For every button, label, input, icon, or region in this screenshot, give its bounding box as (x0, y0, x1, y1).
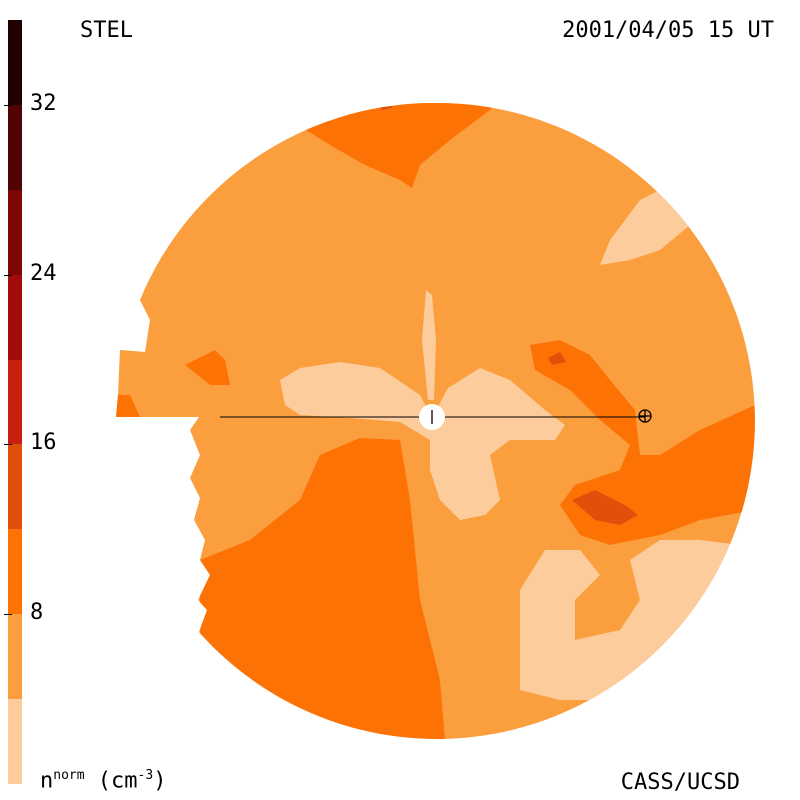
colorbar-segment (8, 444, 22, 530)
sun-icon (419, 404, 445, 430)
colorbar-unit-label: nnorm (cm-3) (40, 768, 167, 794)
region-spike-light (422, 290, 436, 400)
earth-icon (638, 409, 652, 423)
colorbar-segment (8, 104, 22, 190)
colorbar-segment (8, 359, 22, 445)
colorbar-tick-label: 16 (30, 430, 57, 456)
region-hot-east (572, 490, 638, 525)
region-southwest (200, 438, 445, 739)
region-east (530, 340, 755, 545)
colorbar-tick-label: 24 (30, 260, 57, 286)
colorbar-segment (8, 20, 22, 105)
region-northeast-light (600, 190, 690, 265)
colorbar-tick-mark (4, 104, 12, 106)
credit-label: CASS/UCSD (620, 770, 740, 795)
instrument-title: STEL (80, 18, 133, 43)
colorbar-tick-label: 8 (30, 600, 44, 626)
colorbar-segment (8, 189, 22, 275)
colorbar-tick-mark (4, 614, 12, 616)
colorbar-tick-mark (4, 274, 12, 276)
colorbar-tick-label: 32 (30, 90, 57, 116)
region-hot-northeast (548, 352, 566, 365)
region-center-light (280, 362, 565, 520)
colorbar (8, 20, 22, 784)
colorbar-segment (8, 274, 22, 360)
colorbar-segment (8, 529, 22, 615)
region-west-edge (116, 395, 140, 417)
region-west-small (185, 350, 230, 385)
timestamp-title: 2001/04/05 15 UT (562, 18, 774, 43)
colorbar-tick-mark (4, 444, 12, 446)
colorbar-segment (8, 699, 22, 784)
colorbar-segment (8, 614, 22, 700)
